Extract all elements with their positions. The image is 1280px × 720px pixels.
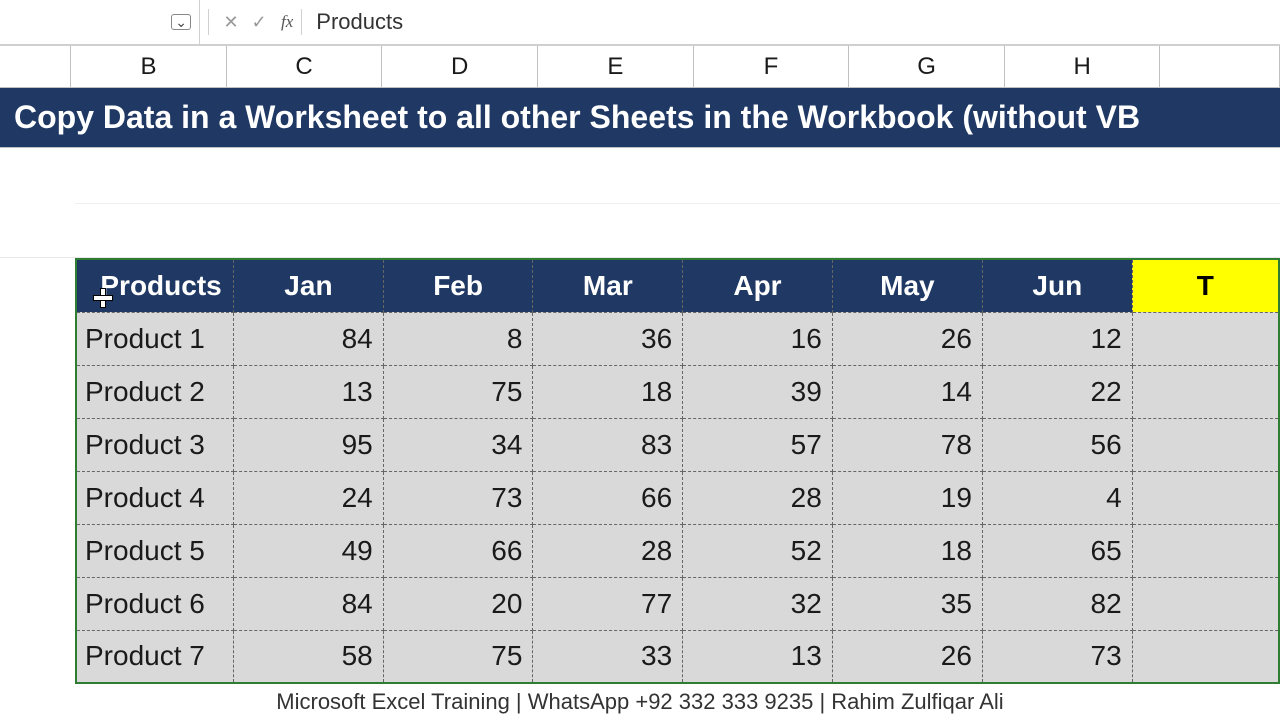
header-total[interactable]: T (1132, 259, 1279, 312)
header-jan[interactable]: Jan (234, 259, 384, 312)
column-header-e[interactable]: E (538, 46, 694, 87)
value-cell[interactable]: 57 (683, 418, 833, 471)
fx-icon[interactable]: fx (281, 12, 293, 32)
value-cell[interactable]: 78 (832, 418, 982, 471)
total-cell[interactable] (1132, 471, 1279, 524)
header-jun[interactable]: Jun (982, 259, 1132, 312)
product-name-cell[interactable]: Product 7 (76, 630, 234, 683)
table-row[interactable]: Product 6842077323582 (76, 577, 1279, 630)
product-name-cell[interactable]: Product 6 (76, 577, 234, 630)
empty-rows[interactable] (0, 148, 1280, 258)
column-header-b[interactable]: B (71, 46, 227, 87)
value-cell[interactable]: 34 (383, 418, 533, 471)
table-row[interactable]: Product 7587533132673 (76, 630, 1279, 683)
select-all-corner[interactable] (0, 46, 71, 87)
title-text: Copy Data in a Worksheet to all other Sh… (14, 99, 1140, 136)
column-header-d[interactable]: D (382, 46, 538, 87)
value-cell[interactable]: 58 (234, 630, 384, 683)
value-cell[interactable]: 13 (683, 630, 833, 683)
total-cell[interactable] (1132, 630, 1279, 683)
total-cell[interactable] (1132, 365, 1279, 418)
header-mar[interactable]: Mar (533, 259, 683, 312)
product-name-cell[interactable]: Product 2 (76, 365, 234, 418)
header-products[interactable]: Products (76, 259, 234, 312)
value-cell[interactable]: 77 (533, 577, 683, 630)
column-header-g[interactable]: G (849, 46, 1005, 87)
product-name-cell[interactable]: Product 3 (76, 418, 234, 471)
table-header-row: Products Jan Feb Mar Apr May Jun T (76, 259, 1279, 312)
value-cell[interactable]: 14 (832, 365, 982, 418)
cancel-icon[interactable]: ✕ (217, 12, 245, 33)
value-cell[interactable]: 56 (982, 418, 1132, 471)
table-row[interactable]: Product 184836162612 (76, 312, 1279, 365)
header-may[interactable]: May (832, 259, 982, 312)
value-cell[interactable]: 49 (234, 524, 384, 577)
value-cell[interactable]: 66 (533, 471, 683, 524)
products-table[interactable]: Products Jan Feb Mar Apr May Jun T Produ… (75, 258, 1280, 684)
value-cell[interactable]: 28 (683, 471, 833, 524)
value-cell[interactable]: 8 (383, 312, 533, 365)
value-cell[interactable]: 35 (832, 577, 982, 630)
column-headers: B C D E F G H (0, 46, 1280, 88)
enter-icon[interactable]: ✓ (245, 12, 273, 33)
product-name-cell[interactable]: Product 4 (76, 471, 234, 524)
table-body: Product 184836162612Product 213751839142… (76, 312, 1279, 683)
value-cell[interactable]: 95 (234, 418, 384, 471)
header-feb[interactable]: Feb (383, 259, 533, 312)
column-header-i[interactable] (1160, 46, 1280, 87)
value-cell[interactable]: 82 (982, 577, 1132, 630)
value-cell[interactable]: 84 (234, 577, 384, 630)
value-cell[interactable]: 12 (982, 312, 1132, 365)
total-cell[interactable] (1132, 312, 1279, 365)
total-cell[interactable] (1132, 418, 1279, 471)
spreadsheet-grid[interactable]: B C D E F G H Copy Data in a Worksheet t… (0, 46, 1280, 684)
value-cell[interactable]: 73 (383, 471, 533, 524)
formula-input[interactable] (312, 9, 1280, 35)
value-cell[interactable]: 66 (383, 524, 533, 577)
table-row[interactable]: Product 424736628194 (76, 471, 1279, 524)
value-cell[interactable]: 32 (683, 577, 833, 630)
value-cell[interactable]: 73 (982, 630, 1132, 683)
value-cell[interactable]: 13 (234, 365, 384, 418)
value-cell[interactable]: 4 (982, 471, 1132, 524)
value-cell[interactable]: 26 (832, 312, 982, 365)
total-cell[interactable] (1132, 524, 1279, 577)
value-cell[interactable]: 75 (383, 630, 533, 683)
value-cell[interactable]: 16 (683, 312, 833, 365)
table-row[interactable]: Product 2137518391422 (76, 365, 1279, 418)
formula-bar: ⌄ ✕ ✓ fx (0, 0, 1280, 46)
table-row[interactable]: Product 3953483577856 (76, 418, 1279, 471)
column-header-f[interactable]: F (694, 46, 850, 87)
value-cell[interactable]: 83 (533, 418, 683, 471)
value-cell[interactable]: 19 (832, 471, 982, 524)
value-cell[interactable]: 26 (832, 630, 982, 683)
value-cell[interactable]: 36 (533, 312, 683, 365)
product-name-cell[interactable]: Product 5 (76, 524, 234, 577)
column-header-c[interactable]: C (227, 46, 383, 87)
footer-text: Microsoft Excel Training | WhatsApp +92 … (0, 689, 1280, 715)
value-cell[interactable]: 65 (982, 524, 1132, 577)
name-box[interactable]: ⌄ (0, 0, 200, 44)
name-box-dropdown-icon[interactable]: ⌄ (171, 14, 191, 30)
value-cell[interactable]: 24 (234, 471, 384, 524)
value-cell[interactable]: 75 (383, 365, 533, 418)
product-name-cell[interactable]: Product 1 (76, 312, 234, 365)
divider (208, 9, 209, 35)
total-cell[interactable] (1132, 577, 1279, 630)
value-cell[interactable]: 52 (683, 524, 833, 577)
value-cell[interactable]: 22 (982, 365, 1132, 418)
column-header-h[interactable]: H (1005, 46, 1161, 87)
title-banner: Copy Data in a Worksheet to all other Sh… (0, 88, 1280, 148)
value-cell[interactable]: 39 (683, 365, 833, 418)
value-cell[interactable]: 18 (533, 365, 683, 418)
value-cell[interactable]: 84 (234, 312, 384, 365)
table-row[interactable]: Product 5496628521865 (76, 524, 1279, 577)
rows-area: Copy Data in a Worksheet to all other Sh… (0, 88, 1280, 684)
value-cell[interactable]: 28 (533, 524, 683, 577)
value-cell[interactable]: 33 (533, 630, 683, 683)
value-cell[interactable]: 20 (383, 577, 533, 630)
divider (301, 9, 302, 35)
value-cell[interactable]: 18 (832, 524, 982, 577)
header-apr[interactable]: Apr (683, 259, 833, 312)
